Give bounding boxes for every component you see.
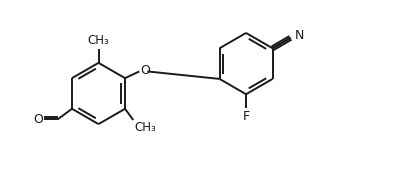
Text: O: O bbox=[33, 113, 43, 126]
Text: CH₃: CH₃ bbox=[134, 121, 156, 134]
Text: N: N bbox=[294, 29, 304, 42]
Text: CH₃: CH₃ bbox=[88, 34, 109, 47]
Text: O: O bbox=[141, 64, 150, 77]
Text: F: F bbox=[243, 110, 250, 123]
